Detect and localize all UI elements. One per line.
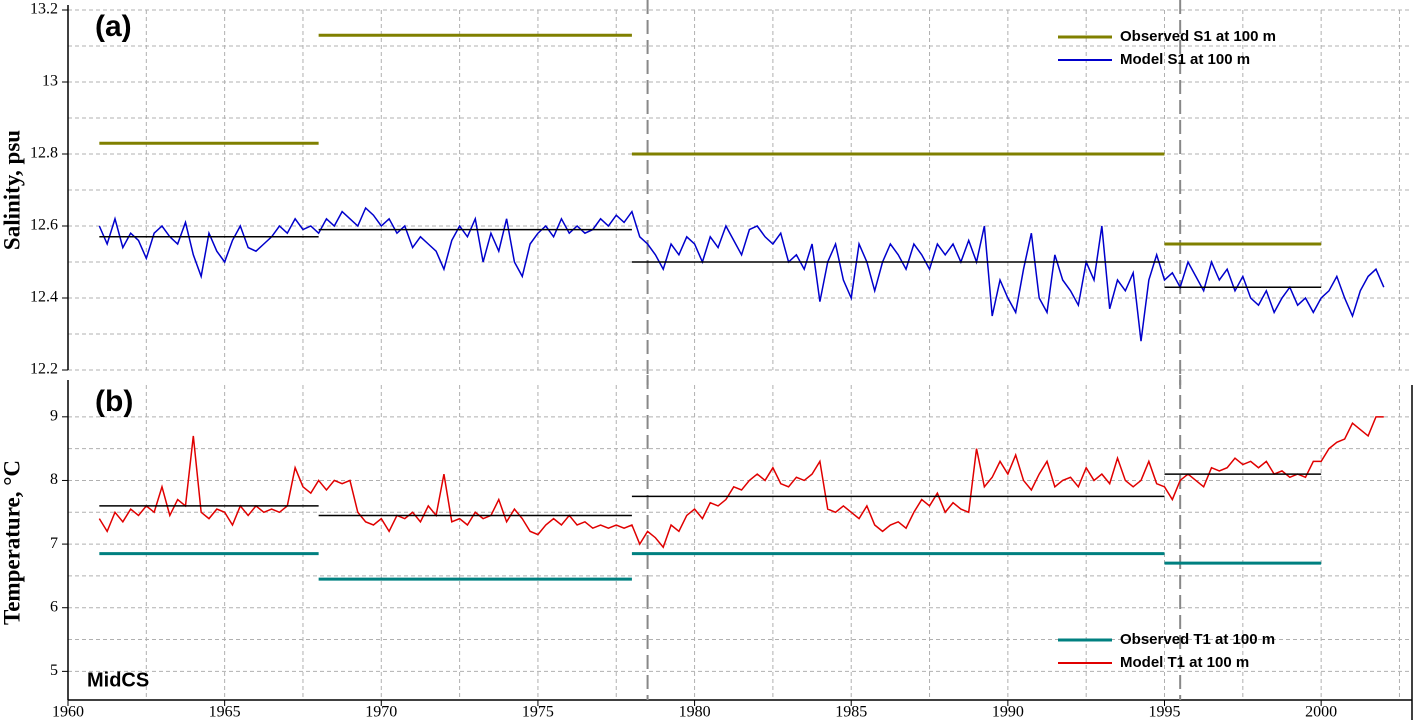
panel-label: (b) xyxy=(95,385,133,418)
x-tick-label: 1985 xyxy=(835,704,867,720)
legend-label: Model T1 at 100 m xyxy=(1120,654,1249,671)
x-tick-label: 1960 xyxy=(52,704,84,720)
x-tick-label: 2000 xyxy=(1305,704,1337,720)
y-tick-label: 12.6 xyxy=(30,217,58,234)
y-axis-title: Salinity, psu xyxy=(0,130,24,250)
y-tick-label: 5 xyxy=(50,662,58,679)
panel-label: (a) xyxy=(95,10,132,43)
legend-label: Observed T1 at 100 m xyxy=(1120,631,1275,648)
y-axis-title: Temperature, °C xyxy=(0,460,24,625)
x-tick-label: 1995 xyxy=(1149,704,1181,720)
legend-label: Model S1 at 100 m xyxy=(1120,51,1250,68)
x-tick-label: 1990 xyxy=(992,704,1024,720)
y-tick-label: 7 xyxy=(50,535,58,552)
x-tick-label: 1975 xyxy=(522,704,554,720)
y-tick-label: 12.2 xyxy=(30,361,58,378)
y-tick-label: 6 xyxy=(50,598,58,615)
annotation: MidCS xyxy=(87,669,149,691)
model-line xyxy=(98,206,1385,342)
model-line xyxy=(98,416,1384,549)
y-tick-label: 8 xyxy=(50,471,58,488)
legend-label: Observed S1 at 100 m xyxy=(1120,28,1276,45)
y-tick-label: 12.8 xyxy=(30,145,58,162)
x-tick-label: 1965 xyxy=(209,704,241,720)
x-tick-label: 1980 xyxy=(679,704,711,720)
y-tick-label: 9 xyxy=(50,407,58,424)
y-tick-label: 13.2 xyxy=(30,1,58,18)
x-tick-label: 1970 xyxy=(365,704,397,720)
y-tick-label: 13 xyxy=(42,73,58,90)
y-tick-label: 12.4 xyxy=(30,289,58,306)
